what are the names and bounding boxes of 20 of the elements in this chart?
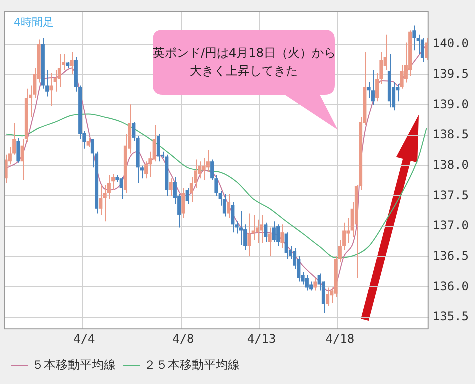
y-tick-label: 138.5: [432, 128, 469, 142]
y-tick-label: 137.5: [432, 188, 469, 202]
legend-label: ２５本移動平均線: [144, 358, 240, 372]
y-tick-label: 139.0: [432, 97, 469, 112]
x-tick-label: 4/8: [172, 332, 194, 346]
annotation: 大きく上昇してきた: [189, 63, 299, 80]
y-tick-label: 140.0: [432, 36, 469, 51]
y-tick-label: 136.5: [432, 248, 469, 263]
line-series: [6, 114, 428, 259]
y-tick-label: 137.0: [432, 218, 469, 233]
text: 4時間足: [14, 15, 54, 30]
y-tick-label: 135.5: [432, 310, 469, 324]
y-tick-label: 139.5: [432, 67, 469, 82]
x-tick-label: 4/18: [326, 332, 355, 346]
legend-label: ５本移動平均線: [32, 358, 116, 372]
x-tick-label: 4/4: [74, 332, 96, 346]
y-tick-label: 136.0: [432, 279, 469, 294]
annotation: 英ポンド/円は4月18日（火）から: [153, 45, 336, 62]
y-tick-label: 138.0: [432, 158, 469, 172]
x-tick-label: 4/13: [247, 332, 276, 346]
